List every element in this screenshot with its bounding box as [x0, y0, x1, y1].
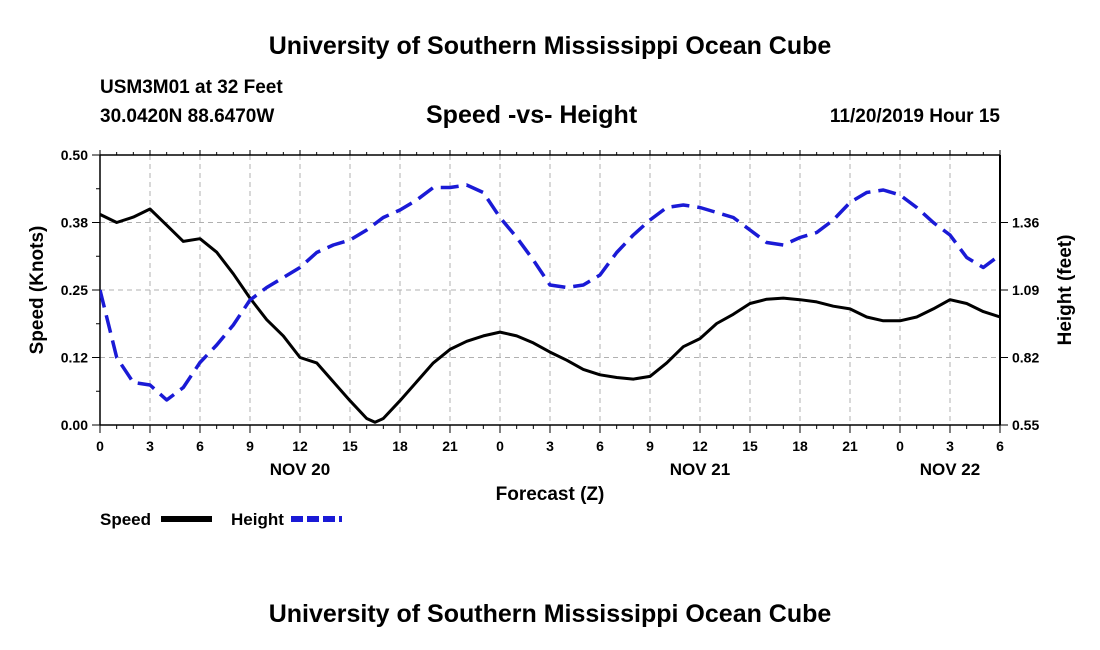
x-tick-label: 3 — [146, 438, 154, 454]
y-tick-label: 0.38 — [61, 215, 88, 231]
chart-title: Speed -vs- Height — [426, 101, 638, 129]
x-tick-label: 9 — [246, 438, 254, 454]
legend-label-height: Height — [231, 510, 284, 529]
x-tick-label: 12 — [692, 438, 708, 454]
y2-tick-label: 0.55 — [1012, 417, 1039, 433]
x-tick-label: 18 — [392, 438, 408, 454]
series-line-height — [100, 183, 1000, 402]
x-axis-title: Forecast (Z) — [496, 484, 605, 505]
x-tick-label: 0 — [96, 438, 104, 454]
x-tick-label: 0 — [896, 438, 904, 454]
coordinates-label: 30.0420N 88.6470W — [100, 106, 275, 127]
x-day-label: NOV 22 — [920, 460, 980, 479]
x-tick-label: 9 — [646, 438, 654, 454]
x-tick-label: 3 — [546, 438, 554, 454]
page-title: University of Southern Mississippi Ocean… — [268, 32, 832, 60]
y-tick-label: 0.50 — [61, 147, 88, 163]
legend-label-speed: Speed — [100, 510, 151, 529]
x-tick-label: 18 — [792, 438, 808, 454]
y2-tick-label: 1.09 — [1012, 282, 1039, 298]
x-tick-label: 15 — [342, 438, 358, 454]
x-tick-label: 15 — [742, 438, 758, 454]
y-tick-label: 0.00 — [61, 417, 88, 433]
footer-title: University of Southern Mississippi Ocean… — [268, 600, 832, 628]
x-tick-label: 3 — [946, 438, 954, 454]
series-line-speed — [100, 207, 1000, 424]
y2-tick-label: 0.82 — [1012, 350, 1039, 366]
x-tick-label: 6 — [196, 438, 204, 454]
x-tick-label: 12 — [292, 438, 308, 454]
x-day-label: NOV 21 — [670, 460, 730, 479]
x-tick-label: 6 — [596, 438, 604, 454]
datetime-label: 11/20/2019 Hour 15 — [829, 106, 1000, 127]
station-label: USM3M01 at 32 Feet — [100, 77, 283, 98]
y2-tick-label: 1.36 — [1012, 215, 1039, 231]
y-tick-label: 0.12 — [61, 350, 88, 366]
x-tick-label: 6 — [996, 438, 1004, 454]
x-tick-label: 0 — [496, 438, 504, 454]
x-tick-label: 21 — [842, 438, 858, 454]
y-axis-title: Speed (Knots) — [27, 226, 48, 355]
y2-axis-title: Height (feet) — [1055, 235, 1076, 346]
y-tick-label: 0.25 — [61, 282, 88, 298]
x-tick-label: 21 — [442, 438, 458, 454]
x-day-label: NOV 20 — [270, 460, 330, 479]
